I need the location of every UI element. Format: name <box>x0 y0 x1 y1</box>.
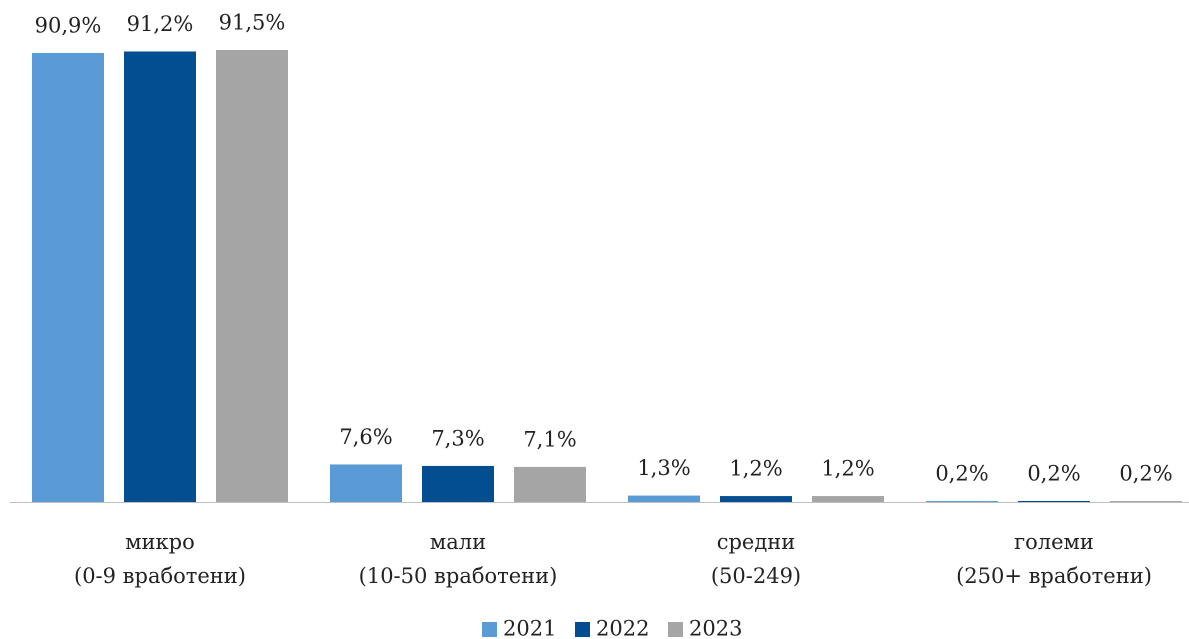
bar <box>124 51 196 503</box>
bar <box>926 501 998 503</box>
legend-label: 2021 <box>503 617 556 639</box>
x-tick-label: микро (0-9 вработени) <box>74 530 246 588</box>
data-label: 0,2% <box>1119 462 1172 486</box>
bar <box>812 496 884 502</box>
data-label: 91,2% <box>127 12 194 36</box>
data-label: 0,2% <box>1027 462 1080 486</box>
bar <box>32 52 104 503</box>
data-label: 1,2% <box>821 457 874 481</box>
bar <box>422 465 494 502</box>
bar <box>514 466 586 502</box>
data-label: 1,2% <box>729 457 782 481</box>
bar <box>330 464 402 502</box>
bar <box>1018 501 1090 503</box>
bar <box>628 495 700 502</box>
x-tick-label: мали (10-50 вработени) <box>358 530 558 588</box>
bar <box>1110 501 1182 503</box>
bar <box>216 50 288 502</box>
legend-swatch <box>482 622 497 637</box>
data-label: 90,9% <box>35 13 102 37</box>
data-label: 7,6% <box>339 425 392 449</box>
data-label: 0,2% <box>935 462 988 486</box>
legend-swatch <box>575 622 590 637</box>
legend-label: 2022 <box>596 617 649 639</box>
bar <box>720 496 792 502</box>
data-label: 91,5% <box>219 11 286 35</box>
x-tick-label: средни (50-249) <box>710 530 802 588</box>
data-label: 7,1% <box>523 427 576 451</box>
data-label: 1,3% <box>637 456 690 480</box>
legend-label: 2023 <box>689 617 742 639</box>
data-label: 7,3% <box>431 426 484 450</box>
x-tick-label: големи (250+ вработени) <box>956 530 1152 588</box>
legend-swatch <box>668 622 683 637</box>
